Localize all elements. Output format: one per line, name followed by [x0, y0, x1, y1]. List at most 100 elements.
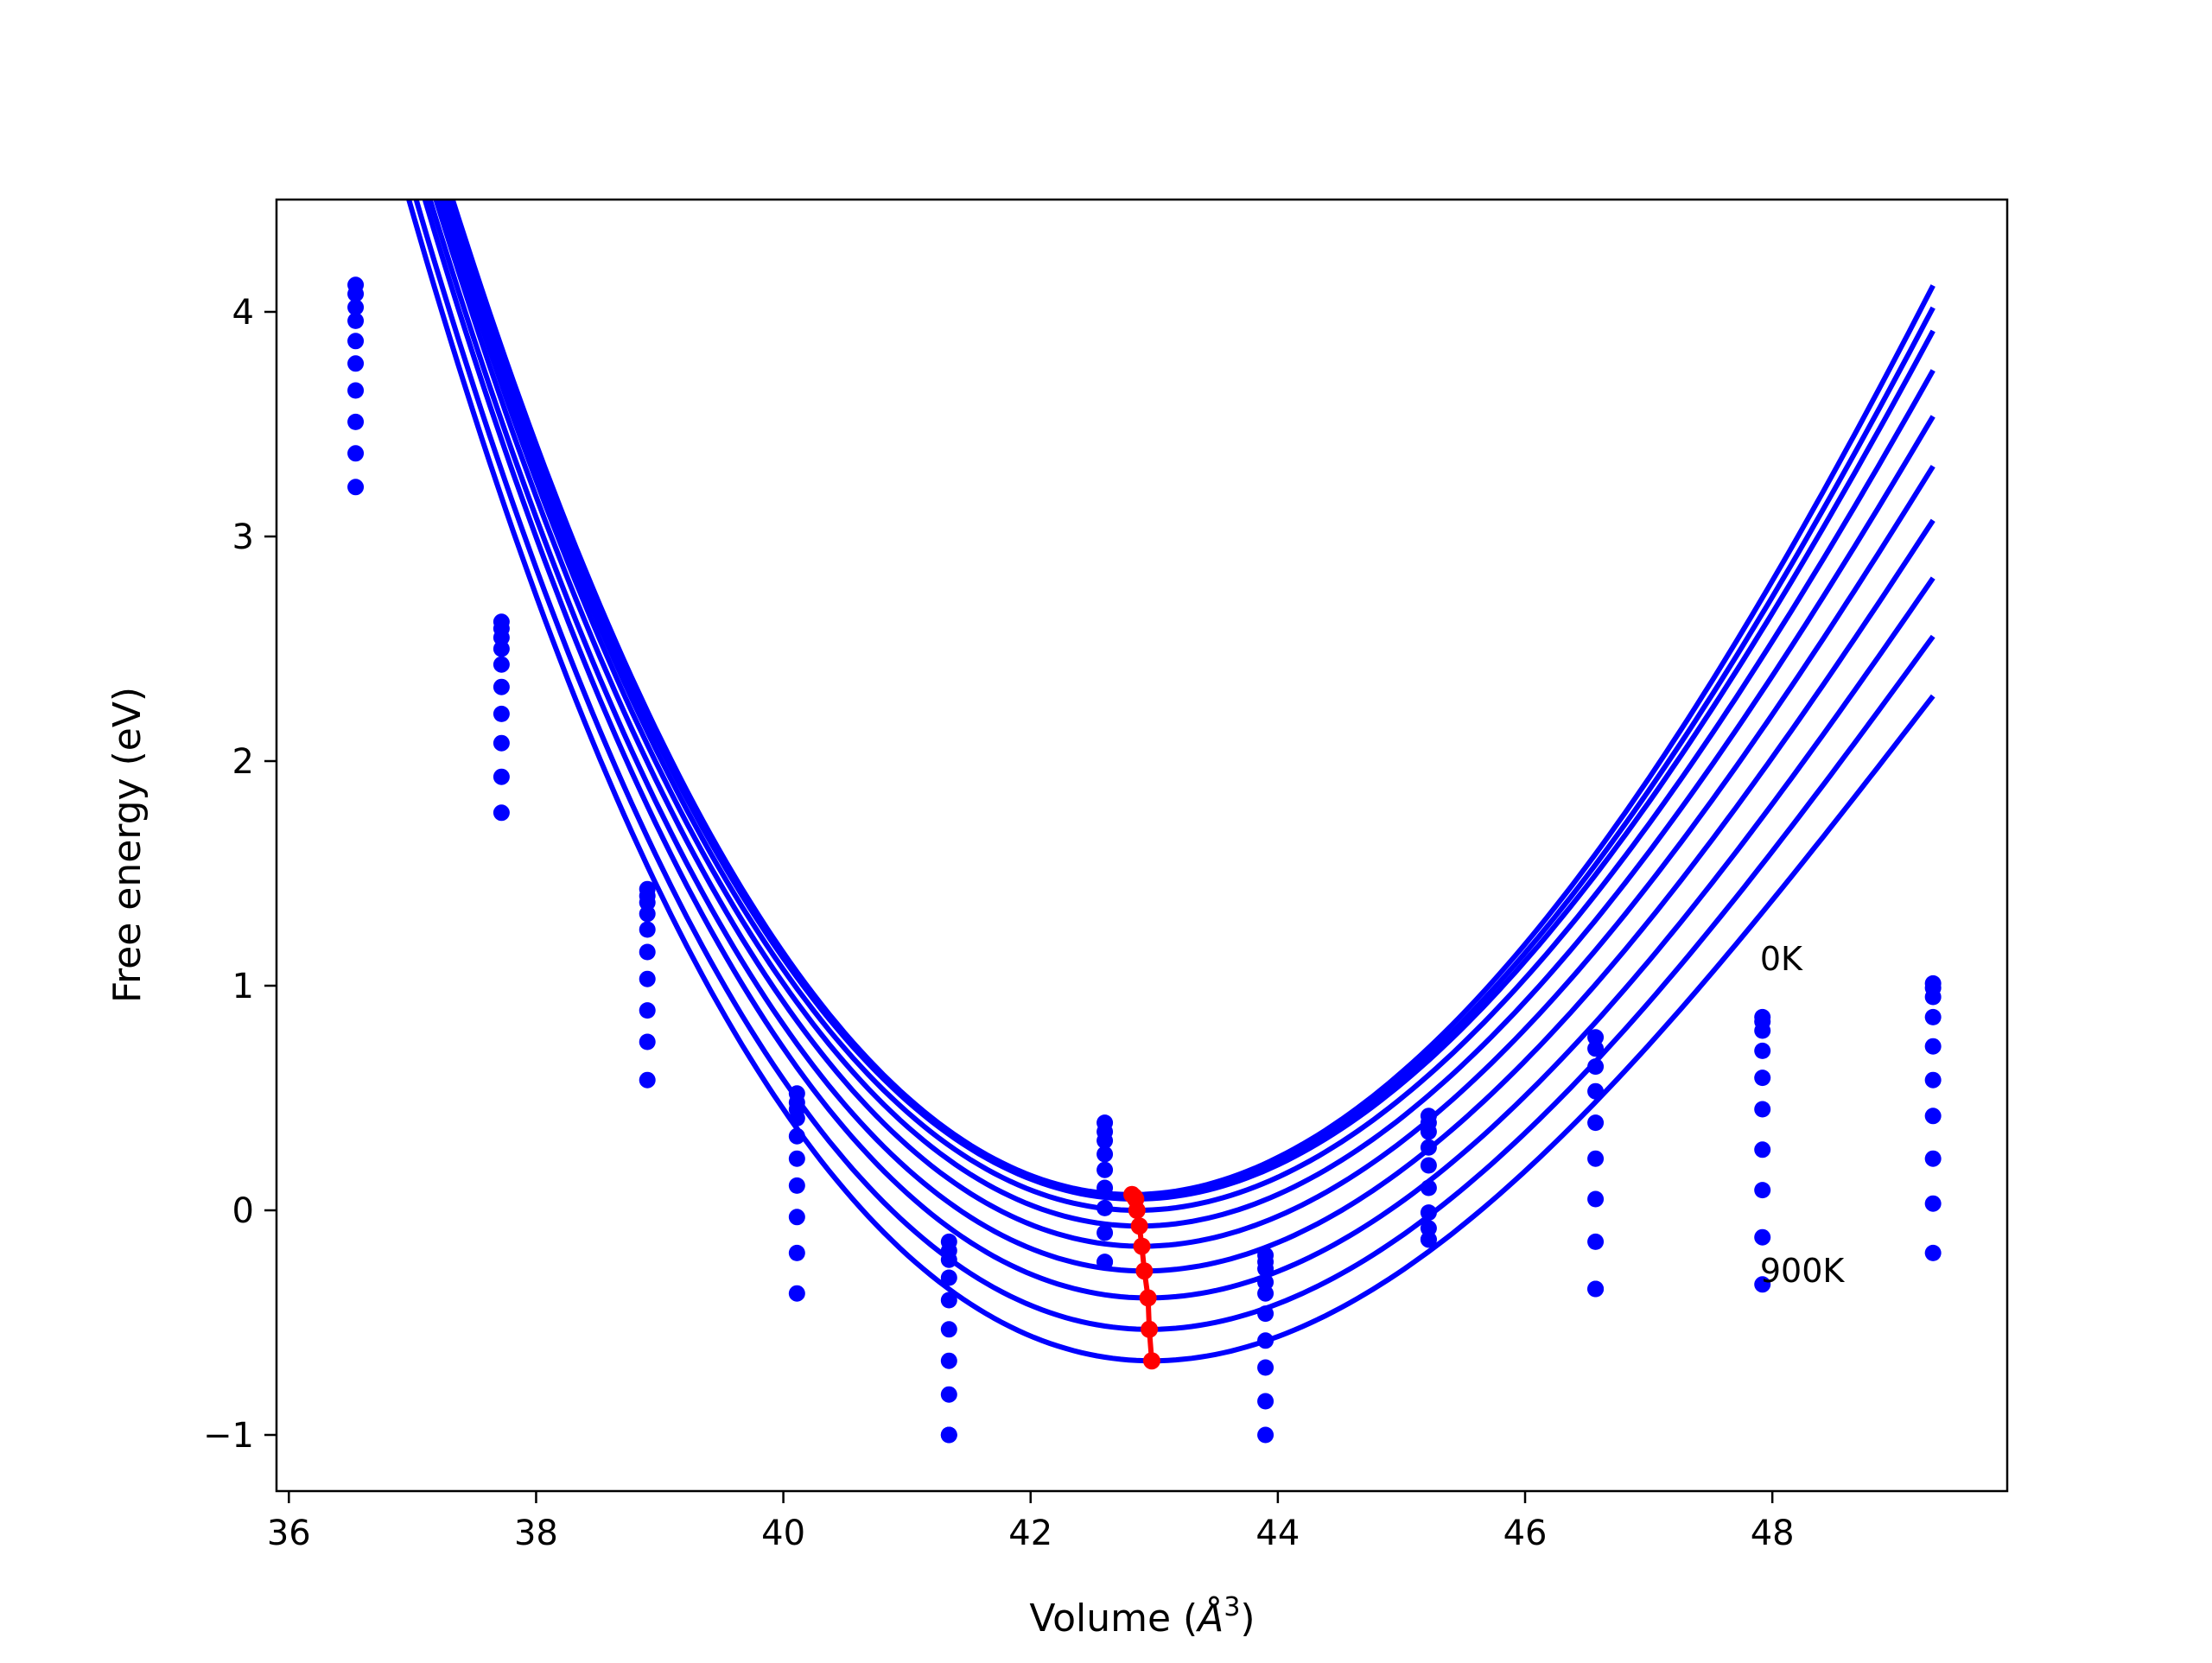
data-point: [1587, 1280, 1605, 1298]
data-point: [347, 333, 365, 350]
data-point: [347, 299, 365, 316]
x-tick-label: 48: [1751, 1514, 1795, 1553]
x-tick-label: 36: [267, 1514, 311, 1553]
data-point: [639, 1002, 656, 1019]
minimum-point: [1128, 1202, 1146, 1219]
data-point: [639, 943, 656, 961]
data-point: [493, 629, 510, 646]
minimum-point: [1130, 1217, 1148, 1235]
data-point: [1257, 1273, 1274, 1291]
y-tick-label: 2: [232, 742, 254, 782]
data-point: [347, 382, 365, 399]
minimum-point: [1142, 1352, 1160, 1370]
data-point: [788, 1127, 805, 1145]
y-axis: −1 0 1 2 3 4: [203, 293, 276, 1456]
data-point: [1587, 1029, 1605, 1046]
data-point: [1420, 1179, 1437, 1196]
minimum-point: [1133, 1237, 1151, 1255]
data-point: [1924, 1071, 1942, 1089]
data-point: [1257, 1260, 1274, 1278]
data-point: [347, 355, 365, 372]
data-point: [493, 734, 510, 752]
data-point: [1754, 1070, 1771, 1087]
y-axis-label: Free energy (eV): [105, 687, 149, 1003]
data-point: [639, 905, 656, 923]
data-point: [493, 640, 510, 657]
data-point: [639, 921, 656, 938]
minimum-point: [1139, 1289, 1157, 1307]
data-point: [639, 1033, 656, 1050]
data-point: [493, 804, 510, 822]
minima-path: [1123, 1185, 1160, 1370]
data-point: [639, 970, 656, 987]
x-tick-label: 42: [1008, 1514, 1052, 1553]
data-point: [1096, 1199, 1114, 1216]
data-point: [1587, 1190, 1605, 1208]
data-point: [940, 1352, 957, 1369]
data-point: [1924, 1108, 1942, 1125]
data-point: [1587, 1233, 1605, 1250]
data-point: [788, 1177, 805, 1194]
data-point: [493, 705, 510, 722]
data-point: [788, 1244, 805, 1261]
data-point: [1257, 1305, 1274, 1323]
data-point: [1257, 1426, 1274, 1444]
data-point: [1420, 1204, 1437, 1222]
data-point: [788, 1209, 805, 1226]
data-point: [347, 312, 365, 329]
data-point: [1587, 1058, 1605, 1076]
data-point: [1754, 1141, 1771, 1158]
data-point: [1096, 1146, 1114, 1163]
data-point: [347, 479, 365, 496]
data-point: [1257, 1393, 1274, 1410]
curve-annotation: 0K: [1760, 940, 1803, 978]
x-tick-label: 40: [761, 1514, 805, 1553]
curve-annotation: 900K: [1760, 1252, 1846, 1290]
data-point: [1924, 1195, 1942, 1212]
x-axis-label-close: ): [1240, 1596, 1255, 1641]
data-point: [639, 894, 656, 911]
data-point: [1924, 1150, 1942, 1167]
data-point: [940, 1426, 957, 1444]
data-point: [1754, 1182, 1771, 1199]
x-tick-label: 46: [1503, 1514, 1548, 1553]
data-point: [1924, 1244, 1942, 1261]
data-point: [1924, 1008, 1942, 1025]
data-point: [1420, 1220, 1437, 1237]
data-point: [1257, 1285, 1274, 1302]
data-points: [347, 276, 1942, 1444]
data-point: [940, 1269, 957, 1286]
fit-curve: [444, 200, 1936, 1203]
minimum-point: [1141, 1320, 1159, 1338]
data-point: [940, 1251, 957, 1268]
minimum-point: [1135, 1262, 1154, 1280]
data-point: [1754, 1101, 1771, 1118]
data-point: [1096, 1132, 1114, 1149]
data-point: [493, 656, 510, 673]
x-tick-label: 38: [514, 1514, 558, 1553]
x-axis-label-unit: Å: [1195, 1595, 1224, 1641]
data-point: [347, 413, 365, 430]
y-tick-label: 4: [232, 293, 254, 333]
x-axis: 36 38 40 42 44 46 48: [267, 1491, 1795, 1553]
data-point: [1420, 1139, 1437, 1156]
data-point: [1587, 1114, 1605, 1132]
data-point: [1420, 1157, 1437, 1174]
data-point: [1754, 1228, 1771, 1246]
data-point: [1420, 1123, 1437, 1140]
data-point: [1587, 1150, 1605, 1167]
data-point: [1754, 1276, 1771, 1293]
data-point: [788, 1109, 805, 1127]
plot-frame: [275, 198, 2009, 1493]
data-point: [1257, 1332, 1274, 1349]
data-point: [1257, 1359, 1274, 1376]
data-point: [1096, 1254, 1114, 1271]
y-tick-label: 1: [232, 967, 254, 1006]
data-point: [788, 1285, 805, 1302]
data-point: [639, 1071, 656, 1089]
data-point: [1924, 1038, 1942, 1055]
data-point: [940, 1386, 957, 1403]
data-point: [1754, 1022, 1771, 1039]
